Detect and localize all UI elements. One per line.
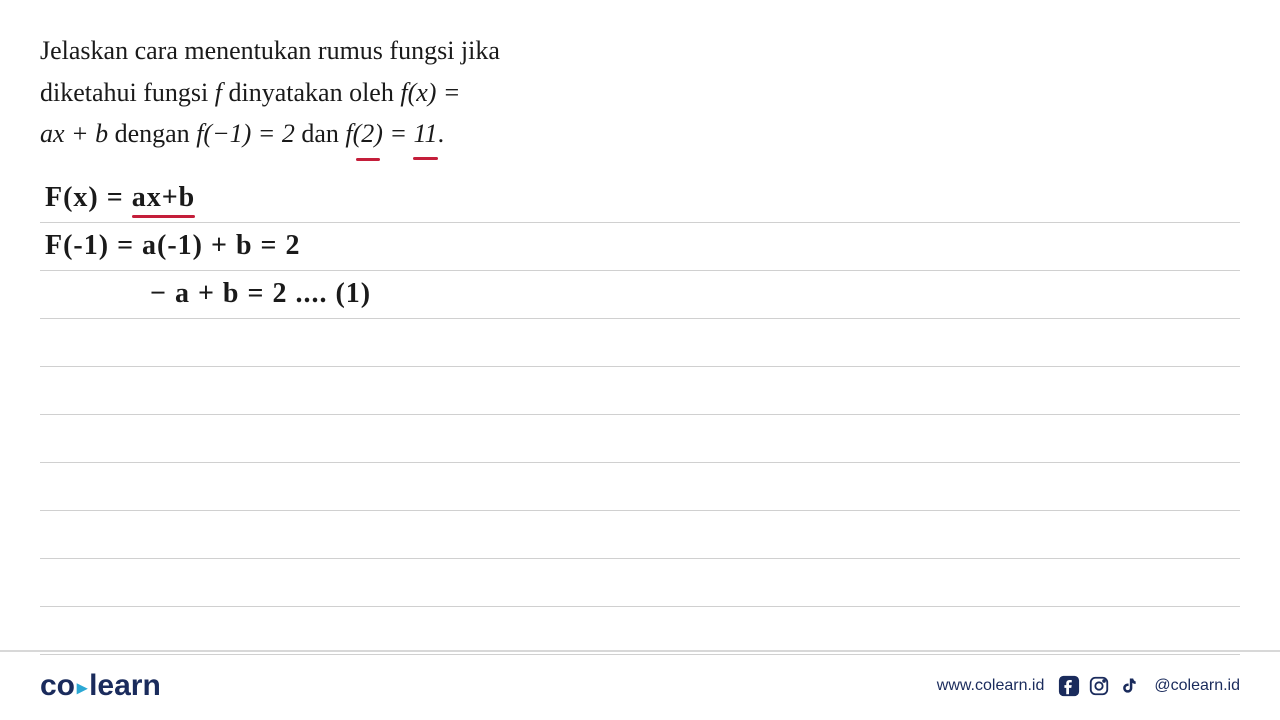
- hw-row1-a: F(x) =: [45, 182, 132, 213]
- ruled-line: [40, 511, 1240, 559]
- ruled-line: [40, 415, 1240, 463]
- worksheet-area: F(x) = ax+b F(-1) = a(-1) + b = 2 − a + …: [40, 175, 1240, 655]
- problem-line2-part1: diketahui fungsi: [40, 78, 215, 107]
- logo-dot-icon: ▸: [77, 677, 87, 699]
- website-url: www.colearn.id: [937, 677, 1045, 695]
- handwriting-row3: − a + b = 2 .... (1): [40, 278, 371, 310]
- ruled-line: [40, 463, 1240, 511]
- problem-f: f: [215, 78, 222, 107]
- problem-line2-part2: dinyatakan oleh: [222, 78, 400, 107]
- problem-f2-eq: =: [383, 119, 414, 148]
- problem-fx: f(x) =: [400, 78, 460, 107]
- tiktok-icon: [1118, 675, 1140, 697]
- ruled-line: [40, 559, 1240, 607]
- handwriting-row1: F(x) = ax+b: [40, 182, 195, 214]
- handwriting-row2: F(-1) = a(-1) + b = 2: [40, 230, 301, 262]
- ruled-line: F(x) = ax+b: [40, 175, 1240, 223]
- problem-line1: Jelaskan cara menentukan rumus fungsi ji…: [40, 36, 500, 65]
- problem-line3-part3: dan: [295, 119, 346, 148]
- problem-line3-part2: dengan: [108, 119, 196, 148]
- ruled-line: [40, 607, 1240, 655]
- problem-fminus1: f(−1) = 2: [196, 119, 295, 148]
- hw-row1-b: ax+b: [132, 182, 196, 214]
- footer-right: www.colearn.id @colearn.id: [937, 675, 1240, 697]
- problem-f2-val: 11: [413, 113, 437, 155]
- problem-axb: ax + b: [40, 119, 108, 148]
- problem-text: Jelaskan cara menentukan rumus fungsi ji…: [40, 30, 1240, 155]
- problem-f2-paren: (2): [353, 113, 383, 155]
- problem-section: Jelaskan cara menentukan rumus fungsi ji…: [0, 0, 1280, 155]
- instagram-icon: [1088, 675, 1110, 697]
- logo: co▸learn: [40, 669, 161, 703]
- social-handle: @colearn.id: [1154, 677, 1240, 695]
- problem-period: .: [438, 119, 445, 148]
- ruled-line: [40, 367, 1240, 415]
- logo-learn: learn: [89, 669, 161, 702]
- footer: co▸learn www.colearn.id @colearn.id: [0, 650, 1280, 720]
- social-icons: [1058, 675, 1140, 697]
- ruled-line: − a + b = 2 .... (1): [40, 271, 1240, 319]
- facebook-icon: [1058, 675, 1080, 697]
- problem-f2-f: f: [345, 119, 352, 148]
- ruled-line: F(-1) = a(-1) + b = 2: [40, 223, 1240, 271]
- ruled-line: [40, 319, 1240, 367]
- logo-co: co: [40, 669, 75, 702]
